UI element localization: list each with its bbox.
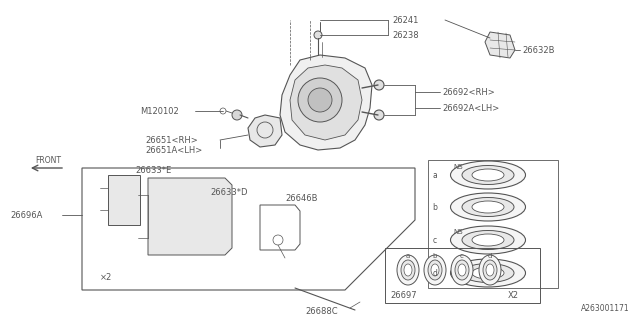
- Ellipse shape: [451, 226, 525, 254]
- Text: d: d: [433, 268, 437, 277]
- Text: X2: X2: [508, 291, 519, 300]
- Polygon shape: [148, 178, 232, 255]
- Polygon shape: [108, 175, 140, 225]
- Text: ×2: ×2: [100, 274, 112, 283]
- Polygon shape: [485, 32, 515, 58]
- Text: A263001171: A263001171: [581, 304, 630, 313]
- Text: 26651<RH>: 26651<RH>: [145, 135, 198, 145]
- Ellipse shape: [451, 193, 525, 221]
- Text: 26633*D: 26633*D: [210, 188, 248, 196]
- Ellipse shape: [451, 161, 525, 189]
- Bar: [428, 160, 558, 288]
- Polygon shape: [248, 115, 282, 147]
- Ellipse shape: [462, 230, 514, 250]
- Text: 26692<RH>: 26692<RH>: [442, 87, 495, 97]
- Text: c: c: [460, 253, 464, 259]
- Text: M120102: M120102: [140, 107, 179, 116]
- Ellipse shape: [472, 169, 504, 181]
- Polygon shape: [280, 55, 372, 150]
- Ellipse shape: [404, 264, 412, 276]
- Ellipse shape: [401, 260, 415, 280]
- Text: 26651A<LH>: 26651A<LH>: [145, 146, 202, 155]
- Text: b: b: [433, 203, 437, 212]
- Text: a: a: [406, 253, 410, 259]
- Text: 26692A<LH>: 26692A<LH>: [442, 103, 499, 113]
- Ellipse shape: [462, 165, 514, 185]
- Ellipse shape: [486, 264, 494, 276]
- Text: NS: NS: [453, 164, 463, 170]
- Ellipse shape: [397, 255, 419, 285]
- Text: 26241: 26241: [392, 15, 419, 25]
- Text: 26697: 26697: [390, 291, 417, 300]
- Circle shape: [308, 88, 332, 112]
- Text: 26632B: 26632B: [522, 45, 554, 54]
- Ellipse shape: [462, 197, 514, 217]
- Text: 26688C: 26688C: [305, 308, 338, 316]
- Text: NS: NS: [453, 229, 463, 235]
- Circle shape: [314, 31, 322, 39]
- Ellipse shape: [428, 260, 442, 280]
- Ellipse shape: [458, 264, 466, 276]
- Text: 26238: 26238: [392, 30, 419, 39]
- Text: 26646B: 26646B: [285, 194, 317, 203]
- Circle shape: [374, 80, 384, 90]
- Ellipse shape: [455, 260, 469, 280]
- Ellipse shape: [431, 264, 439, 276]
- Polygon shape: [290, 65, 362, 140]
- Ellipse shape: [483, 260, 497, 280]
- Ellipse shape: [424, 255, 446, 285]
- Ellipse shape: [451, 259, 525, 287]
- Text: d: d: [488, 253, 492, 259]
- Text: c: c: [433, 236, 437, 244]
- Ellipse shape: [472, 267, 504, 279]
- Circle shape: [298, 78, 342, 122]
- Text: a: a: [433, 171, 437, 180]
- Circle shape: [232, 110, 242, 120]
- Circle shape: [374, 110, 384, 120]
- Text: 26633*E: 26633*E: [135, 165, 172, 174]
- Ellipse shape: [462, 263, 514, 283]
- Ellipse shape: [451, 255, 473, 285]
- Ellipse shape: [479, 255, 501, 285]
- Ellipse shape: [472, 201, 504, 213]
- Text: b: b: [433, 253, 437, 259]
- Bar: [385, 248, 540, 303]
- Text: FRONT: FRONT: [35, 156, 61, 164]
- Ellipse shape: [472, 234, 504, 246]
- Text: 26696A: 26696A: [10, 211, 42, 220]
